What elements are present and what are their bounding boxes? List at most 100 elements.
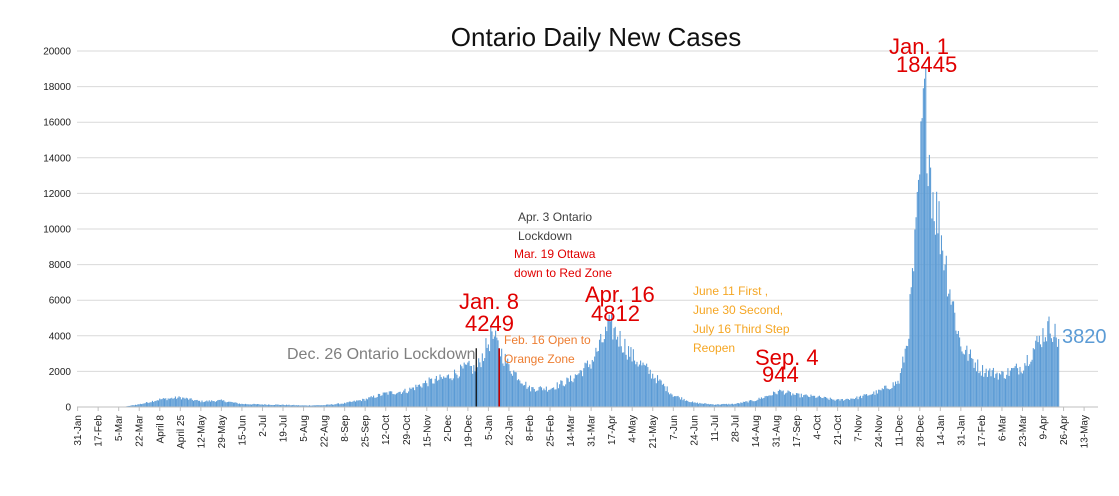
bar [803, 395, 804, 407]
bar [917, 192, 918, 407]
bar [829, 400, 830, 407]
bar [601, 342, 602, 407]
bar [1048, 317, 1049, 407]
bar [815, 398, 816, 407]
bar [773, 392, 774, 407]
bar [1051, 338, 1052, 407]
bar [808, 397, 809, 407]
bar [954, 313, 955, 407]
x-tick-label: 12-May [196, 415, 207, 448]
bar [207, 402, 208, 407]
bar [772, 395, 773, 407]
bar [210, 402, 211, 407]
bar [180, 397, 181, 407]
x-tick-label: 29-Oct [402, 415, 413, 445]
x-tick-label: 9-Apr [1039, 414, 1050, 439]
bar [482, 353, 483, 407]
bar [1021, 372, 1022, 407]
x-tick-label: 17-Apr [607, 414, 618, 445]
bar [813, 396, 814, 407]
bar [896, 384, 897, 407]
bar [661, 381, 662, 407]
bar [351, 402, 352, 407]
bar [401, 394, 402, 407]
bar [687, 401, 688, 407]
bar [758, 398, 759, 407]
bar [431, 379, 432, 407]
bar [1047, 321, 1048, 407]
bar [461, 366, 462, 407]
bar [143, 403, 144, 407]
bar [756, 401, 757, 407]
bar [473, 365, 474, 407]
bar [365, 401, 366, 407]
bar [1032, 360, 1033, 407]
bar [504, 366, 505, 407]
bar [511, 374, 512, 407]
bar [947, 296, 948, 407]
bar [494, 336, 495, 407]
bar [227, 402, 228, 407]
bar [878, 390, 879, 407]
bar [900, 373, 901, 407]
bar [860, 396, 861, 407]
bar [523, 385, 524, 407]
bar [702, 404, 703, 407]
y-tick-label: 20000 [43, 47, 71, 58]
bar [338, 403, 339, 407]
bar [1057, 347, 1058, 407]
bar [502, 363, 503, 407]
bar [215, 402, 216, 407]
bar [653, 379, 654, 407]
bar [738, 403, 739, 407]
bar [1050, 334, 1051, 407]
bar [439, 375, 440, 407]
bar [557, 382, 558, 407]
bar [964, 354, 965, 407]
bar [489, 351, 490, 407]
bar [378, 394, 379, 407]
bar [769, 395, 770, 407]
bar [629, 357, 630, 407]
bar [916, 217, 917, 407]
bar [849, 400, 850, 407]
bar [974, 368, 975, 407]
bar [983, 377, 984, 407]
bar [524, 385, 525, 407]
bar [599, 340, 600, 407]
bar [200, 402, 201, 407]
bar [385, 393, 386, 407]
bar [363, 399, 364, 407]
bar [628, 346, 629, 407]
bar [993, 368, 994, 407]
bar [745, 401, 746, 407]
bar [389, 391, 390, 407]
bar [383, 393, 384, 407]
y-tick-label: 0 [65, 403, 71, 414]
bar [174, 398, 175, 407]
bar [1052, 342, 1053, 407]
bar [169, 399, 170, 407]
bar [1012, 368, 1013, 407]
bar [199, 401, 200, 407]
bar [1026, 366, 1027, 407]
bar [514, 372, 515, 407]
x-tick-label: 28-Jul [730, 415, 741, 442]
bar [969, 354, 970, 407]
bar [895, 382, 896, 407]
bar [926, 173, 927, 407]
bar [1017, 368, 1018, 407]
annotation-dec26-lockdown: Dec. 26 Ontario Lockdown [287, 346, 476, 363]
bar [147, 403, 148, 407]
bar [949, 289, 950, 407]
bar [375, 398, 376, 407]
bar [402, 392, 403, 407]
bar [565, 384, 566, 407]
bar [192, 400, 193, 407]
bar [592, 360, 593, 407]
bar [453, 378, 454, 407]
bar [775, 394, 776, 407]
bar [195, 400, 196, 407]
bar [1056, 338, 1057, 407]
bar [214, 401, 215, 407]
